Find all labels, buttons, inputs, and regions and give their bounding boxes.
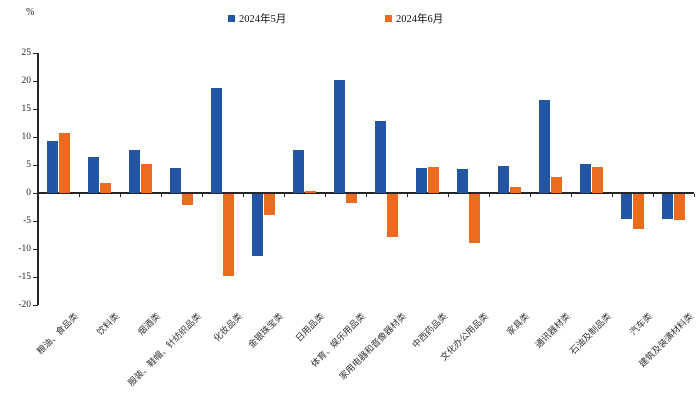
y-axis-tick-label: -15 xyxy=(18,271,31,282)
x-axis-tick xyxy=(160,194,162,197)
chart-legend: 2024年5月 2024年6月 xyxy=(0,10,700,26)
bar-2024年6月-饮料类 xyxy=(100,183,111,193)
y-axis-tick xyxy=(33,304,38,306)
y-axis-tick-label: 5 xyxy=(26,159,31,170)
bar-2024年6月-化妆品类 xyxy=(223,194,234,276)
x-axis-tick xyxy=(611,194,613,197)
legend-item-may: 2024年5月 xyxy=(228,11,286,26)
x-axis-tick xyxy=(242,194,244,197)
bar-2024年6月-体育、娱乐用品类 xyxy=(346,194,357,203)
y-axis-tick-label: -10 xyxy=(18,243,31,254)
bar-2024年5月-服装、鞋帽、针纺织品类 xyxy=(170,168,181,193)
bar-2024年5月-中西药品类 xyxy=(416,168,427,193)
bar-2024年5月-体育、娱乐用品类 xyxy=(334,79,345,193)
bar-2024年5月-粮油、食品类 xyxy=(47,140,58,193)
y-axis-tick-label: -5 xyxy=(23,215,31,226)
y-axis-tick xyxy=(33,52,38,54)
x-axis-tick xyxy=(283,194,285,197)
x-axis-tick xyxy=(201,194,203,197)
bar-2024年5月-家用电器和音像器材类 xyxy=(375,120,386,193)
y-axis-tick-label: -20 xyxy=(18,299,31,310)
bar-2024年5月-石油及制品类 xyxy=(580,163,591,193)
bar-2024年6月-石油及制品类 xyxy=(592,167,603,193)
x-axis-tick xyxy=(406,194,408,197)
x-axis-tick xyxy=(119,194,121,197)
legend-swatch-may xyxy=(228,15,235,22)
x-axis-tick xyxy=(488,194,490,197)
y-axis-tick xyxy=(33,164,38,166)
bar-2024年5月-日用品类 xyxy=(293,149,304,193)
x-axis-tick xyxy=(447,194,449,197)
bar-2024年6月-服装、鞋帽、针纺织品类 xyxy=(182,194,193,205)
legend-item-june: 2024年6月 xyxy=(385,11,443,26)
bar-2024年6月-家具类 xyxy=(510,187,521,193)
bar-2024年5月-饮料类 xyxy=(88,156,99,193)
y-axis-tick xyxy=(33,108,38,110)
y-axis-tick-label: 25 xyxy=(21,47,32,58)
x-axis-tick xyxy=(693,194,695,197)
y-axis-tick xyxy=(33,248,38,250)
bar-2024年5月-通讯器材类 xyxy=(539,100,550,193)
y-axis-tick xyxy=(33,192,38,194)
bar-2024年6月-文化办公用品类 xyxy=(469,194,480,243)
bar-2024年5月-文化办公用品类 xyxy=(457,168,468,193)
bar-2024年6月-家用电器和音像器材类 xyxy=(387,194,398,237)
y-axis-line xyxy=(37,53,39,305)
legend-swatch-june xyxy=(385,15,392,22)
x-axis-tick xyxy=(529,194,531,197)
bar-2024年5月-烟酒类 xyxy=(129,149,140,193)
bar-2024年5月-建筑及装潢材料类 xyxy=(662,194,673,220)
bar-2024年6月-建筑及装潢材料类 xyxy=(674,194,685,220)
legend-label-june: 2024年6月 xyxy=(396,14,444,25)
bar-2024年6月-通讯器材类 xyxy=(551,176,562,193)
x-axis-line xyxy=(37,192,694,194)
bar-2024年6月-金银珠宝类 xyxy=(264,194,275,215)
x-axis-tick xyxy=(365,194,367,197)
x-axis-tick xyxy=(78,194,80,197)
y-axis-tick-label: 0 xyxy=(26,187,31,198)
legend-label-may: 2024年5月 xyxy=(239,14,287,25)
x-axis-tick xyxy=(570,194,572,197)
y-axis-tick xyxy=(33,80,38,82)
bar-2024年6月-日用品类 xyxy=(305,190,316,193)
y-axis-tick xyxy=(33,220,38,222)
y-axis-tick xyxy=(33,276,38,278)
bar-2024年5月-汽车类 xyxy=(621,194,632,219)
bar-2024年6月-中西药品类 xyxy=(428,167,439,193)
x-axis-tick xyxy=(37,194,39,197)
bar-2024年6月-粮油、食品类 xyxy=(59,132,70,193)
y-axis-tick-label: 10 xyxy=(21,131,32,142)
bar-2024年5月-化妆品类 xyxy=(211,88,222,193)
bar-2024年5月-家具类 xyxy=(498,166,509,193)
y-axis-tick xyxy=(33,136,38,138)
x-axis-tick xyxy=(324,194,326,197)
y-axis-tick-label: 15 xyxy=(21,103,32,114)
y-axis-tick-label: 20 xyxy=(21,75,32,86)
bar-2024年6月-汽车类 xyxy=(633,194,644,229)
x-axis-tick xyxy=(652,194,654,197)
y-axis-unit-label: % xyxy=(26,7,35,18)
bar-2024年6月-烟酒类 xyxy=(141,163,152,193)
bar-2024年5月-金银珠宝类 xyxy=(252,194,263,256)
